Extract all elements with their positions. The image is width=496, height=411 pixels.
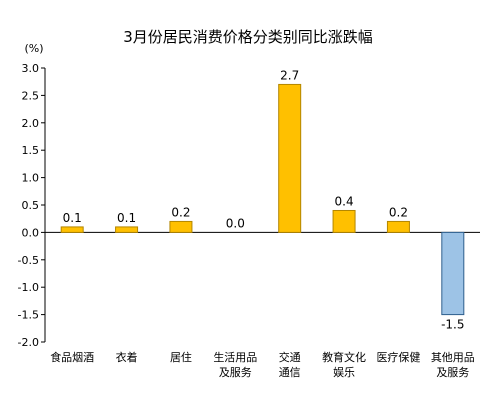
y-tick-label: -2.0 — [18, 336, 39, 349]
y-tick-label: 2.5 — [22, 89, 40, 102]
category-label: 其他用品 — [431, 351, 475, 364]
bar — [386, 220, 410, 233]
y-tick-label: 3.0 — [22, 62, 40, 75]
category-label: 及服务 — [436, 366, 469, 379]
axes — [44, 68, 480, 342]
category-label: 居住 — [170, 350, 192, 364]
y-tick-label: -0.5 — [18, 254, 39, 267]
data-label: -1.5 — [441, 318, 464, 332]
data-label: 2.7 — [280, 68, 299, 82]
y-tick-label: 2.0 — [22, 117, 40, 130]
unit-label: (%) — [24, 42, 43, 55]
bar — [169, 220, 193, 233]
category-label: 衣着 — [116, 350, 138, 364]
bar — [60, 226, 84, 233]
chart-title: 3月份居民消费价格分类别同比涨跌幅 — [123, 28, 373, 46]
category-label: 通信 — [279, 366, 301, 379]
y-tick-label: 0.0 — [22, 226, 40, 239]
category-label: 交通 — [279, 350, 301, 364]
y-tick-label: 0.5 — [22, 199, 40, 212]
y-tick-label: -1.5 — [18, 309, 39, 322]
y-ticks: 3.0 2.5 2.0 1.5 1.0 0.5 0.0 -0.5 -1.0 -1.5 -2.0 — [18, 62, 45, 349]
data-label: 0.2 — [389, 205, 408, 219]
category-label: 教育文化 — [322, 350, 366, 364]
category-label: 及服务 — [219, 366, 252, 379]
category-label: 娱乐 — [333, 365, 355, 379]
data-label: 0.1 — [63, 211, 82, 225]
y-tick-label: 1.0 — [22, 172, 40, 185]
y-tick-label: 1.5 — [22, 144, 40, 157]
data-label: 0.2 — [171, 205, 190, 219]
category-label: 医疗保健 — [376, 350, 420, 364]
data-label: 0.4 — [335, 194, 354, 208]
category-label: 食品烟酒 — [50, 350, 94, 364]
bar — [332, 209, 356, 233]
bars — [60, 83, 465, 316]
data-label: 0.0 — [226, 216, 245, 230]
category-label: 生活用品 — [213, 350, 257, 364]
bar — [278, 83, 302, 233]
bar — [115, 226, 139, 233]
data-label: 0.1 — [117, 211, 136, 225]
bar — [441, 231, 465, 316]
data-labels: 0.1 0.1 0.2 0.0 2.7 0.4 0.2 -1.5 — [63, 68, 465, 331]
y-tick-label: -1.0 — [18, 281, 39, 294]
